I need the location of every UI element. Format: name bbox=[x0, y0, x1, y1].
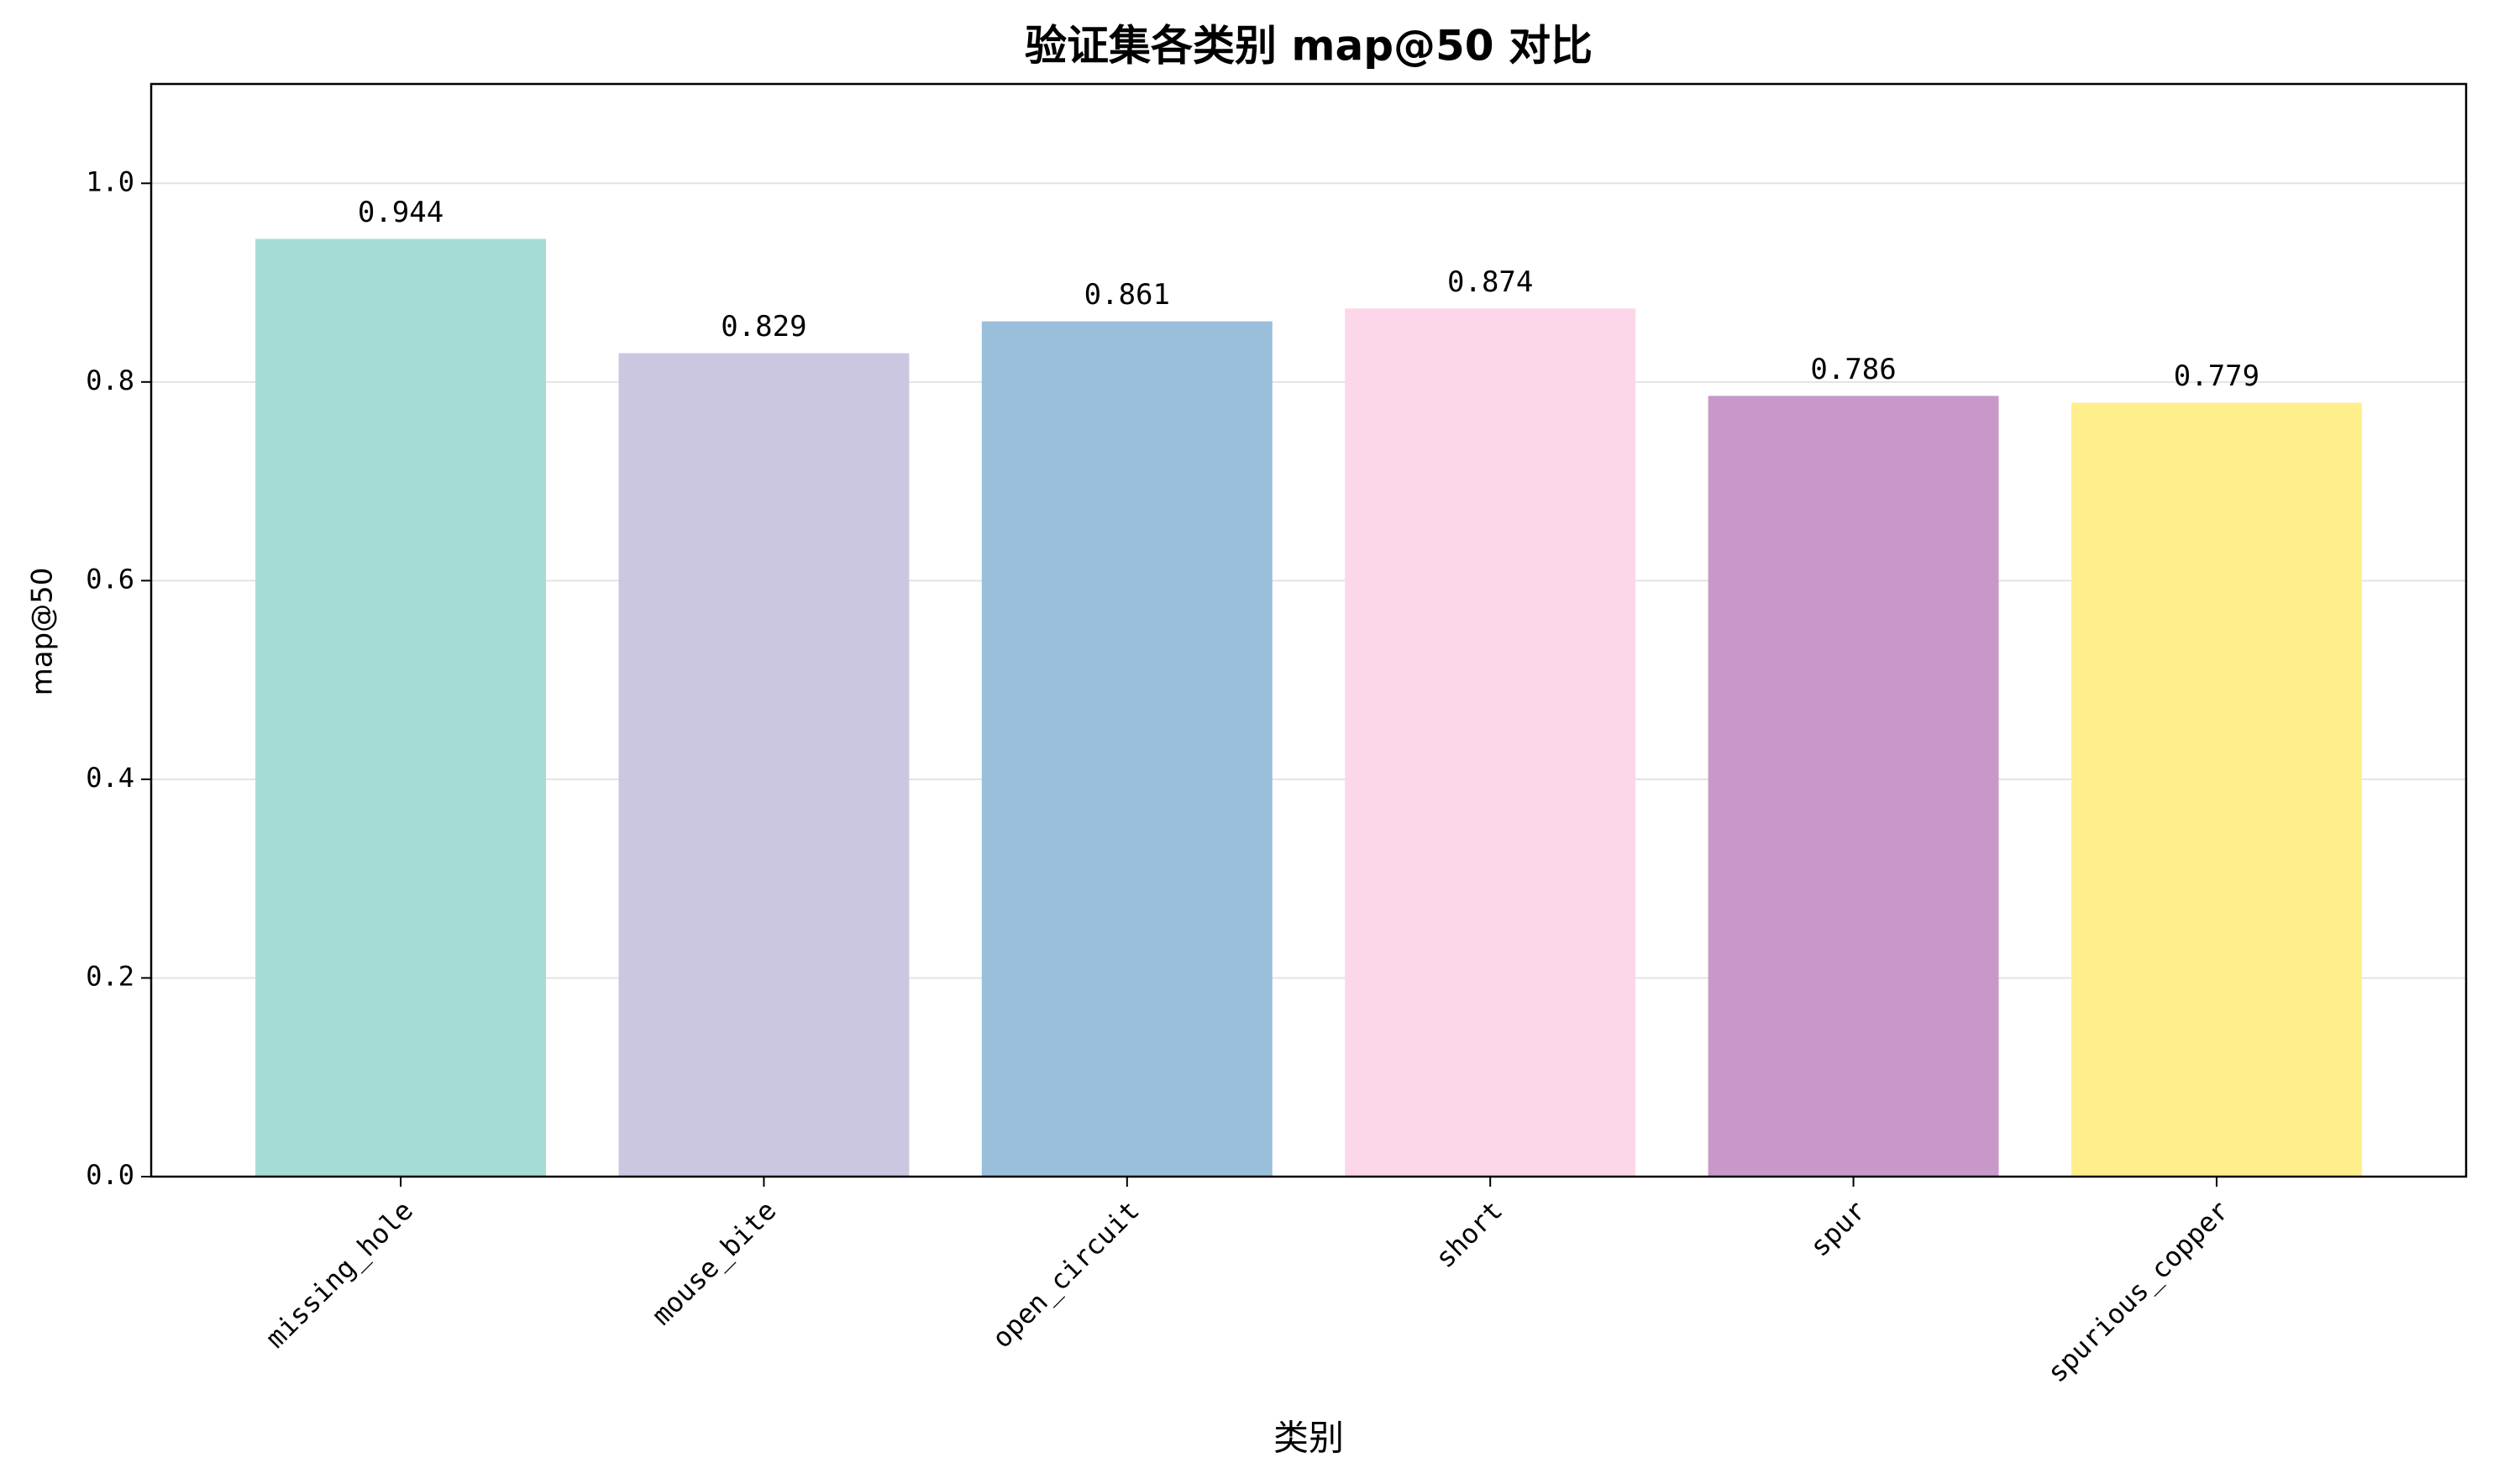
bar bbox=[1345, 308, 1636, 1177]
value-label: 0.861 bbox=[1084, 278, 1170, 312]
y-tick-label: 0.2 bbox=[86, 960, 134, 992]
value-label: 0.944 bbox=[358, 196, 443, 229]
y-tick-label: 0.0 bbox=[86, 1159, 134, 1191]
bar bbox=[255, 239, 546, 1177]
value-label: 0.829 bbox=[721, 310, 806, 343]
value-label: 0.786 bbox=[1810, 353, 1896, 386]
chart-title: 验证集各类别 map@50 对比 bbox=[1025, 22, 1593, 71]
bar bbox=[1708, 396, 1999, 1177]
y-axis-label: map@50 bbox=[26, 568, 60, 696]
plot-frame bbox=[150, 82, 2468, 1178]
bar bbox=[2071, 402, 2362, 1177]
bar bbox=[618, 353, 910, 1177]
y-tick-label: 0.8 bbox=[86, 364, 134, 396]
x-axis-label: 类别 bbox=[1273, 1418, 1344, 1459]
y-tick-label: 0.4 bbox=[86, 762, 134, 794]
value-label: 0.779 bbox=[2174, 359, 2259, 393]
y-tick-label: 1.0 bbox=[86, 165, 134, 197]
bar bbox=[981, 321, 1273, 1177]
value-label: 0.874 bbox=[1447, 265, 1533, 299]
y-tick-label: 0.6 bbox=[86, 563, 134, 595]
